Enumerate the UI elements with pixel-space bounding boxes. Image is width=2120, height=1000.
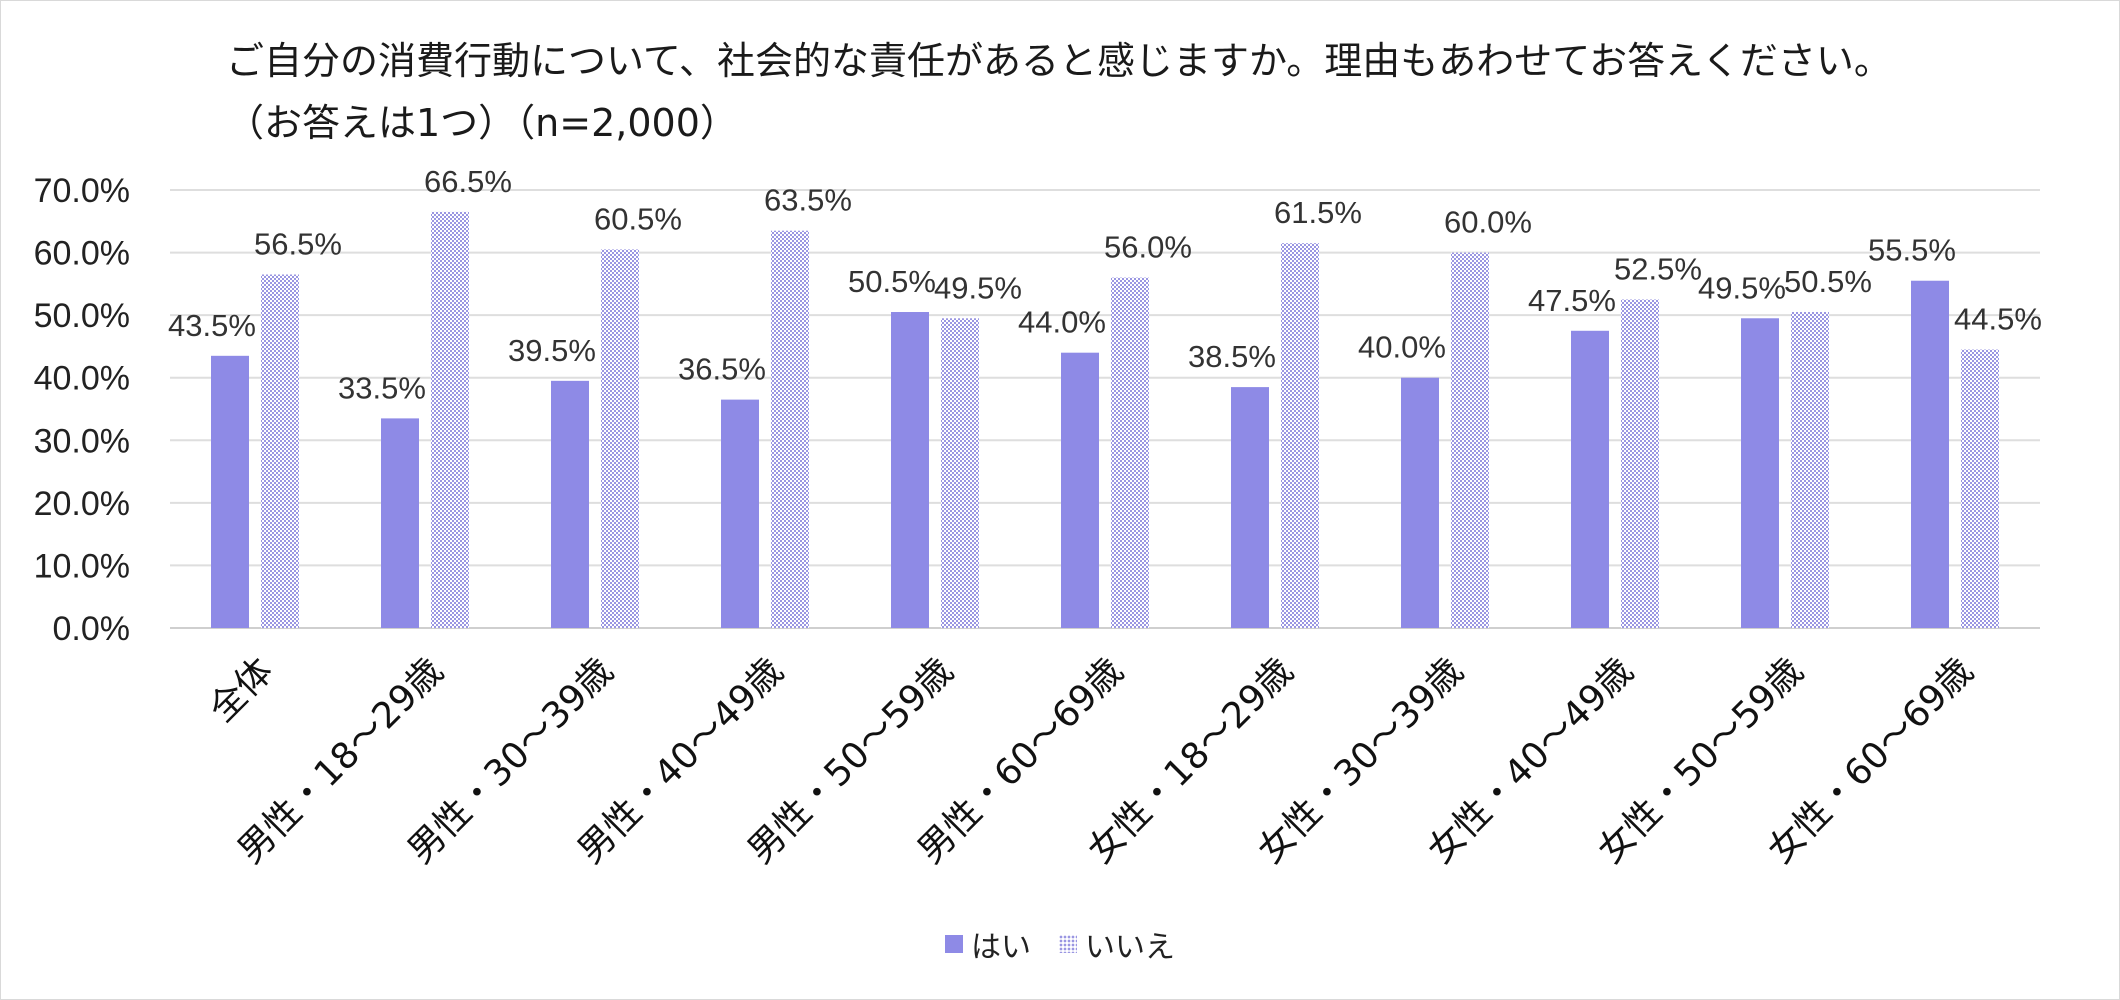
- bar-yes: [381, 418, 419, 628]
- y-tick-label: 60.0%: [34, 235, 130, 273]
- bar-no: [1281, 243, 1319, 628]
- bar-yes: [1231, 387, 1269, 628]
- bar-yes: [551, 380, 589, 628]
- data-label-no: 44.5%: [1954, 302, 2042, 337]
- data-label-yes: 49.5%: [1698, 270, 1786, 305]
- bar-no: [261, 274, 299, 628]
- y-tick-label: 70.0%: [34, 172, 130, 210]
- data-label-yes: 55.5%: [1868, 233, 1956, 268]
- bar-no: [1961, 349, 1999, 628]
- data-label-no: 60.5%: [594, 201, 682, 236]
- data-label-no: 61.5%: [1274, 195, 1362, 230]
- bar-yes: [1061, 352, 1099, 628]
- y-tick-label: 20.0%: [34, 485, 130, 523]
- bar-no: [941, 318, 979, 628]
- bar-no: [771, 230, 809, 628]
- y-tick-label: 50.0%: [34, 297, 130, 335]
- data-label-yes: 33.5%: [338, 370, 426, 405]
- bar-yes: [1911, 280, 1949, 628]
- data-label-no: 56.5%: [254, 226, 342, 261]
- data-label-no: 52.5%: [1614, 252, 1702, 287]
- bar-yes: [211, 355, 249, 628]
- data-label-yes: 38.5%: [1188, 339, 1276, 374]
- data-label-no: 50.5%: [1784, 264, 1872, 299]
- bar-yes: [891, 312, 929, 628]
- bar-no: [1111, 277, 1149, 628]
- y-tick-label: 30.0%: [34, 422, 130, 460]
- data-label-no: 63.5%: [764, 183, 852, 218]
- legend: はい いいえ: [0, 922, 2120, 966]
- bar-no: [601, 249, 639, 628]
- bar-yes: [1741, 318, 1779, 628]
- data-label-yes: 39.5%: [508, 333, 596, 368]
- data-label-yes: 47.5%: [1528, 283, 1616, 318]
- bar-yes: [721, 399, 759, 628]
- data-label-yes: 36.5%: [678, 352, 766, 387]
- data-label-yes: 44.0%: [1018, 305, 1106, 340]
- y-tick-label: 0.0%: [53, 610, 131, 648]
- bar-no: [431, 211, 469, 628]
- chart-title: ご自分の消費行動について、社会的な責任があると感じますか。理由もあわせてお答えく…: [226, 39, 1892, 145]
- legend-label-no: いいえ: [1085, 930, 1175, 965]
- legend-item-yes: はい: [945, 922, 1031, 966]
- bar-yes: [1401, 377, 1439, 628]
- y-tick-label: 10.0%: [34, 547, 130, 585]
- data-label-yes: 43.5%: [168, 308, 256, 343]
- data-label-no: 60.0%: [1444, 205, 1532, 240]
- bar-no: [1621, 299, 1659, 628]
- bar-yes: [1571, 330, 1609, 628]
- x-category-label: 全体: [201, 650, 281, 730]
- data-label-no: 66.5%: [424, 164, 512, 199]
- data-label-no: 49.5%: [934, 270, 1022, 305]
- data-label-yes: 50.5%: [848, 264, 936, 299]
- y-tick-label: 40.0%: [34, 360, 130, 398]
- legend-item-no: いいえ: [1059, 922, 1175, 966]
- legend-swatch-no: [1059, 935, 1077, 953]
- data-label-no: 56.0%: [1104, 230, 1192, 265]
- legend-swatch-yes: [945, 935, 963, 953]
- data-label-yes: 40.0%: [1358, 330, 1446, 365]
- legend-label-yes: はい: [971, 930, 1031, 965]
- bar-no: [1791, 312, 1829, 628]
- bar-no: [1451, 252, 1489, 629]
